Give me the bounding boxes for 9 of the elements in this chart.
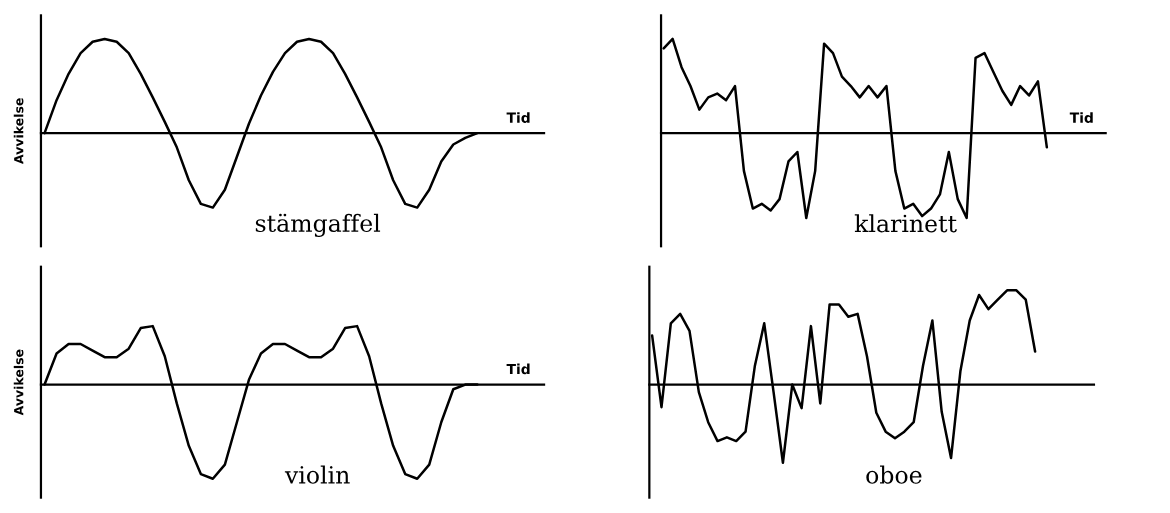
annotation: violin xyxy=(284,465,350,484)
x-axis-title: Tid xyxy=(506,112,530,123)
x-axis-title: Tid xyxy=(1069,112,1093,123)
x-axis-title: Tid xyxy=(506,363,530,375)
text: oboe xyxy=(866,465,922,484)
y-axis-title: Avvikelse xyxy=(13,349,24,416)
text: stämgaffel xyxy=(255,213,381,238)
annotation: klarinett xyxy=(854,214,957,233)
y-axis-title: Avvikelse xyxy=(13,98,24,164)
